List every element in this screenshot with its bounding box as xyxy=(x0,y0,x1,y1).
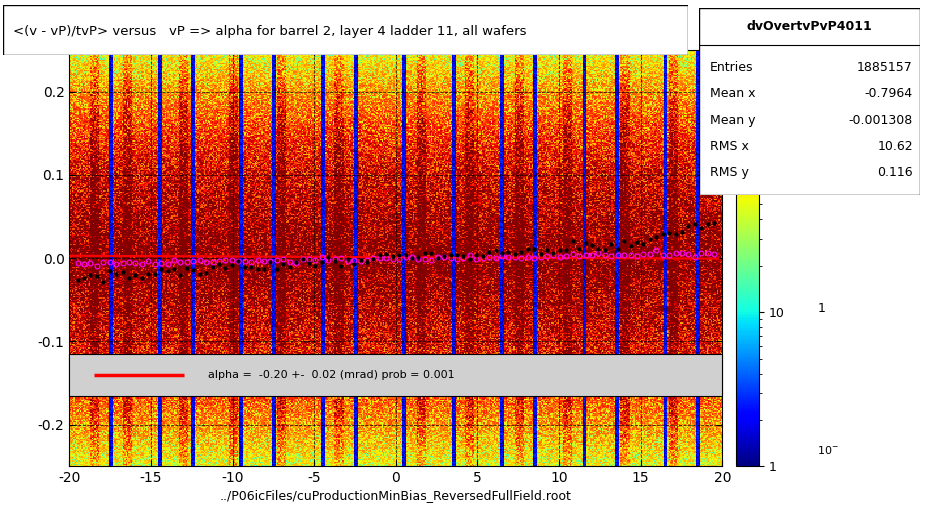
Text: 10: 10 xyxy=(817,160,833,173)
Text: alpha =  -0.20 +-  0.02 (mrad) prob = 0.001: alpha = -0.20 +- 0.02 (mrad) prob = 0.00… xyxy=(208,370,455,380)
Text: Mean x: Mean x xyxy=(710,87,756,101)
Text: 0.116: 0.116 xyxy=(877,166,913,179)
Text: -0.001308: -0.001308 xyxy=(848,114,913,126)
Bar xyxy=(69,354,722,396)
Text: -0.7964: -0.7964 xyxy=(865,87,913,101)
Text: 1: 1 xyxy=(817,301,825,315)
Text: <(v - vP)/tvP> versus   vP => alpha for barrel 2, layer 4 ladder 11, all wafers: <(v - vP)/tvP> versus vP => alpha for ba… xyxy=(13,25,527,38)
Text: Entries: Entries xyxy=(710,61,754,74)
X-axis label: ../P06icFiles/cuProductionMinBias_ReversedFullField.root: ../P06icFiles/cuProductionMinBias_Revers… xyxy=(220,490,571,502)
Text: RMS y: RMS y xyxy=(710,166,749,179)
Text: dvOvertvPvP4011: dvOvertvPvP4011 xyxy=(746,20,872,33)
Text: 10.62: 10.62 xyxy=(877,140,913,153)
FancyBboxPatch shape xyxy=(3,5,688,55)
Text: Mean y: Mean y xyxy=(710,114,756,126)
Text: 10$^{-}$: 10$^{-}$ xyxy=(817,444,839,456)
FancyBboxPatch shape xyxy=(699,8,920,195)
Text: 1885157: 1885157 xyxy=(857,61,913,74)
Text: RMS x: RMS x xyxy=(710,140,749,153)
